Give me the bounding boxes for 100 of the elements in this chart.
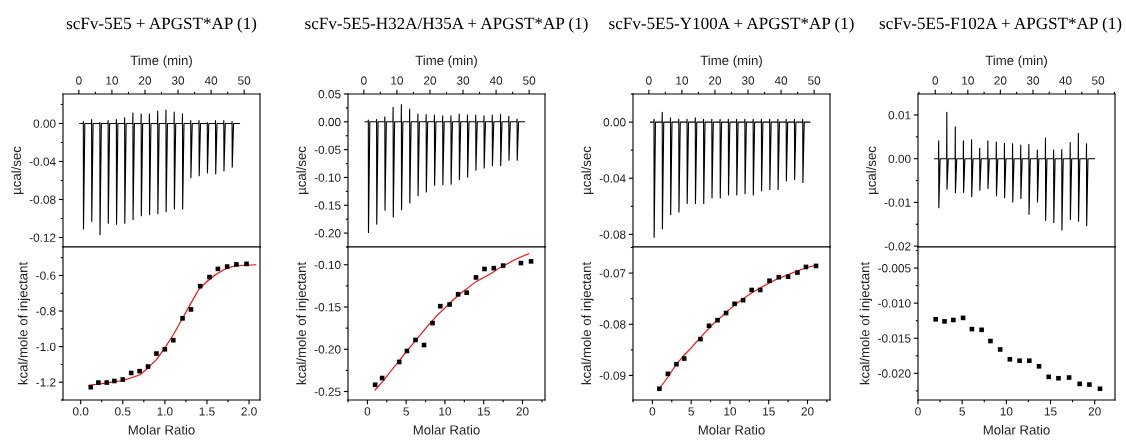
point [988,338,993,344]
x-tick-label: 0.5 [115,407,131,416]
y-tick-label: -0.04 [29,157,56,166]
x-tick-label: 50 [238,76,251,85]
x-axis-title: Molar Ratio [983,424,1050,435]
x-tick-label: 40 [489,76,503,85]
point [732,301,737,307]
x-tick-label: 40 [774,76,788,85]
y-axis-title: µcal/sec [296,146,309,194]
y-tick-label: -0.08 [599,230,626,239]
x-tick-label: 0 [646,76,652,85]
x-tick-label: 20 [516,407,529,416]
x-tick-label: 10 [962,76,974,85]
x-axis-title: Time (min) [700,55,762,68]
y-axis-title: µcal/sec [11,146,24,194]
x-tick-label: 0 [915,407,921,416]
y-tick-label: -0.15 [314,201,341,210]
point [137,368,142,374]
chart-title: scFv-5E5-Y100A + APGST*AP (1) [609,17,854,33]
point [933,316,938,322]
x-tick-label: 20 [801,407,814,416]
y-tick-label: -0.005 [878,264,911,273]
y-tick-label: -0.015 [878,334,911,343]
point [785,274,791,279]
x-tick-label: 30 [456,76,470,85]
x-tick-label: 50 [1091,76,1105,85]
y-tick-label: 0.00 [888,154,911,164]
y-axis-title: kcal/mole of injectant [17,261,31,385]
point [795,270,800,275]
y-tick-label: -1.0 [36,342,56,352]
point [104,380,110,385]
point [979,327,984,333]
point [1036,364,1042,369]
x-tick-label: 10 [724,407,737,416]
y-tick-label: -0.6 [36,271,56,280]
chart-title: scFv-5E5 + APGST*AP (1) [66,17,257,33]
y-tick-label: -0.010 [878,299,911,308]
y-tick-label: 0.01 [888,111,911,120]
line-series [79,109,241,236]
y-tick-label: -0.25 [314,387,341,396]
point [749,287,754,293]
x-tick-label: 20 [709,76,722,85]
point [942,319,947,324]
point [482,266,487,272]
point [234,262,239,267]
point [96,380,101,385]
point [1056,375,1061,381]
y-tick-label: 0.05 [318,90,341,99]
point [145,364,151,369]
y-tick-label: -0.07 [599,269,626,278]
x-tick-label: 0 [76,76,82,85]
y-tick-label: -0.02 [884,242,911,251]
point [464,290,469,295]
point [180,316,185,321]
x-tick-label: 20 [1088,407,1101,416]
point [1027,358,1032,363]
point [951,317,956,323]
point [1087,382,1092,387]
point [715,317,720,323]
y-tick-label: -0.04 [599,174,626,183]
point [430,320,435,326]
y-tick-label: 0.00 [603,118,626,127]
y-tick-label: -1.2 [36,378,56,387]
point [413,337,418,343]
point [528,259,534,264]
x-tick-label: 50 [523,76,536,85]
point [154,351,159,356]
point [1066,375,1072,380]
point [1046,374,1052,380]
x-tick-label: 30 [741,76,755,85]
x-tick-label: 5 [688,407,694,416]
point [698,336,703,342]
x-axis-title: Molar Ratio [128,424,195,435]
point [1017,358,1022,363]
y-axis-title: µcal/sec [581,146,594,194]
x-tick-label: 1.5 [199,407,215,416]
x-tick-label: 20 [994,76,1007,85]
line-series [934,111,1096,231]
point [162,346,168,352]
y-tick-label: -0.09 [599,371,626,380]
point [681,356,687,361]
x-tick-label: 10 [391,76,404,85]
y-tick-label: -0.15 [314,303,341,312]
point [674,361,679,367]
point [372,382,378,388]
y-tick-label: -0.12 [29,233,56,242]
y-axis-title: kcal/mole of injectant [581,261,594,385]
point [244,261,249,267]
line-series [374,253,530,391]
x-tick-label: 20 [424,76,437,85]
point [170,337,176,343]
point [1077,381,1082,387]
x-tick-label: 5 [403,407,409,416]
point [767,278,772,284]
y-tick-label: -0.08 [599,320,626,329]
point [224,264,230,269]
x-axis-title: Molar Ratio [698,424,765,435]
point [120,377,126,382]
y-axis-title: µcal/sec [866,146,879,194]
y-tick-label: -0.01 [884,198,911,207]
